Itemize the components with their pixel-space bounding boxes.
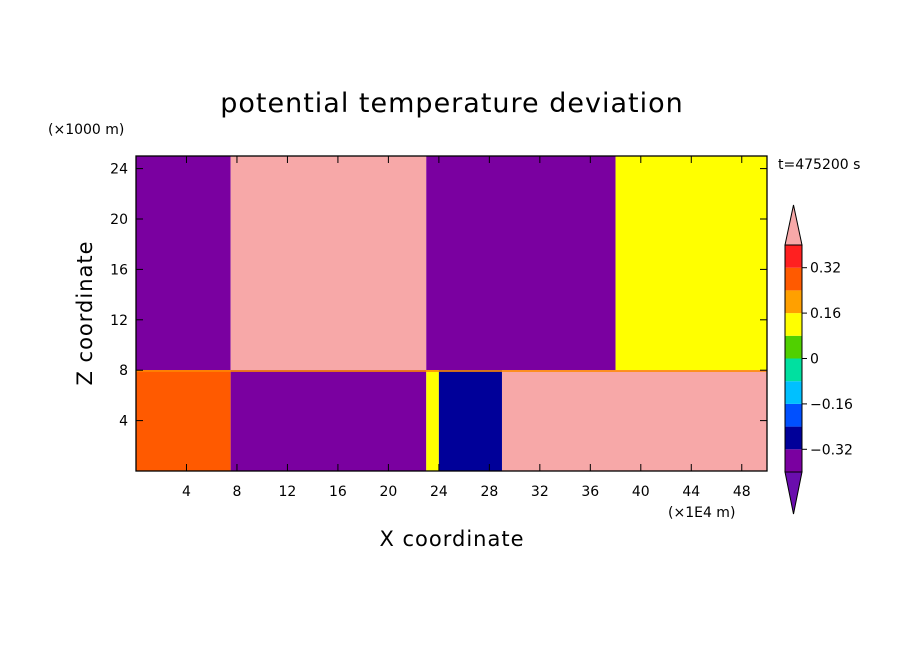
colorbar-swatch <box>785 449 802 472</box>
upper-layer-region-3 <box>615 156 767 371</box>
x-tick-label: 36 <box>581 484 599 500</box>
colorbar-max-arrow <box>784 204 803 246</box>
x-axis: 4 8 12 16 20 24 28 32 36 40 44 48 <box>182 156 751 500</box>
chart-title: potential temperature deviation <box>220 88 683 119</box>
upper-layer-region-0 <box>136 156 231 371</box>
colorbar-swatch <box>785 381 802 404</box>
upper-layer-region-2 <box>426 156 616 371</box>
colorbar-swatch <box>785 358 802 382</box>
colorbar-swatch <box>785 267 802 291</box>
colorbar: 0.32 0.16 0 −0.16 −0.32 <box>784 204 853 515</box>
colorbar-swatch <box>785 403 802 427</box>
colorbar-tick-label: 0.16 <box>810 306 841 322</box>
y-tick-label: 16 <box>110 262 128 278</box>
x-tick-label: 12 <box>279 484 297 500</box>
y-axis: 4 8 12 16 20 24 <box>110 162 767 430</box>
x-tick-label: 48 <box>733 484 751 500</box>
x-tick-label: 20 <box>379 484 397 500</box>
y-tick-label: 8 <box>119 363 128 379</box>
x-tick-label: 44 <box>682 484 700 500</box>
x-tick-label: 28 <box>480 484 498 500</box>
x-tick-label: 32 <box>531 484 549 500</box>
x-tick-label: 8 <box>232 484 241 500</box>
colorbar-swatch <box>785 313 802 336</box>
lower-layer-region-4 <box>501 370 767 471</box>
colorbar-swatch <box>785 245 802 268</box>
x-axis-title: X coordinate <box>379 527 524 551</box>
colorbar-tick-label: 0 <box>810 352 819 368</box>
contour-field <box>136 156 767 471</box>
y-axis-title: Z coordinate <box>73 240 97 385</box>
colorbar-swatch <box>785 335 802 359</box>
x-unit-label: (×1E4 m) <box>668 505 735 521</box>
lower-layer-region-3 <box>438 370 502 471</box>
lower-layer-region-2 <box>426 370 439 471</box>
y-tick-label: 12 <box>110 313 128 329</box>
colorbar-tick-label: −0.16 <box>810 397 853 413</box>
colorbar-min-arrow <box>784 471 803 515</box>
y-tick-label: 20 <box>110 212 128 228</box>
lower-layer-region-0 <box>136 370 231 471</box>
y-tick-label: 24 <box>110 162 128 178</box>
colorbar-tick-label: −0.32 <box>810 442 853 458</box>
time-label: t=475200 s <box>778 157 860 173</box>
plot-frame <box>135 155 768 472</box>
colorbar-tick-label: 0.32 <box>810 261 841 277</box>
x-tick-label: 40 <box>632 484 650 500</box>
x-tick-label: 16 <box>329 484 347 500</box>
upper-layer-region-1 <box>230 156 427 371</box>
y-tick-label: 4 <box>119 414 128 430</box>
x-tick-label: 24 <box>430 484 448 500</box>
colorbar-swatch <box>785 426 802 450</box>
colorbar-swatch <box>785 290 802 314</box>
x-tick-label: 4 <box>182 484 191 500</box>
y-unit-label: (×1000 m) <box>48 122 124 138</box>
lower-layer-region-1 <box>230 370 427 471</box>
